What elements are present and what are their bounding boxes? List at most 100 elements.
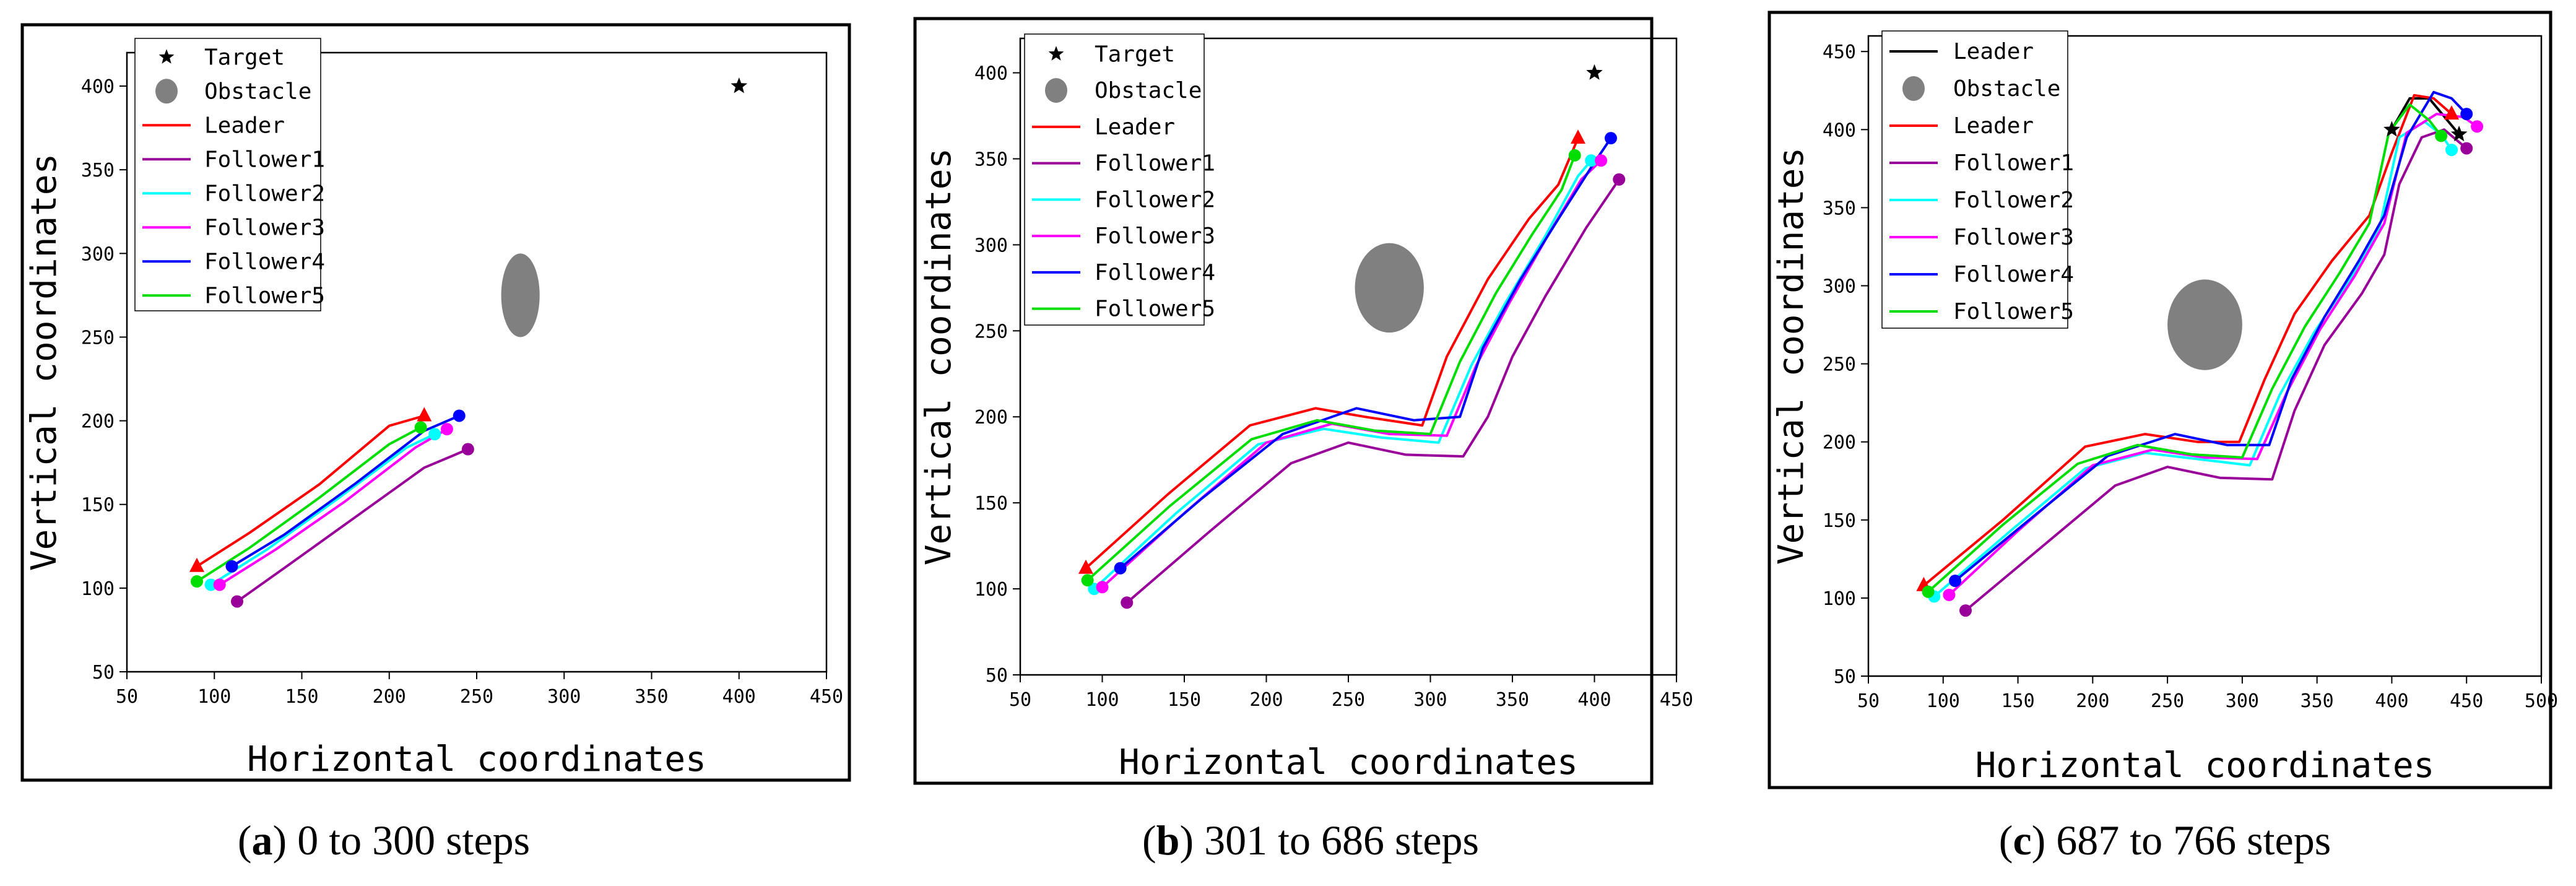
- panel-c: 50 100 150 200 250 300 350 400 450 500 50 100 150 200…: [1767, 11, 2558, 789]
- y-tick-label: 50: [1834, 666, 1856, 688]
- marker-follower3-start: [1943, 588, 1956, 601]
- legend-label: Follower1: [1095, 151, 1215, 176]
- x-tick-label: 450: [2450, 690, 2483, 712]
- y-axis-label: Vertical coordinates: [1771, 147, 1811, 565]
- marker-leader-end: [417, 407, 432, 422]
- y-axis-label: Vertical coordinates: [919, 148, 959, 565]
- x-tick-label: 500: [2525, 690, 2558, 712]
- legend-target-icon: [158, 49, 175, 64]
- y-tick-label: 450: [1823, 41, 1856, 63]
- legend-label: Follower5: [204, 283, 325, 308]
- series-line-follower2: [1093, 160, 1592, 590]
- legend-label: Obstacle: [1095, 78, 1202, 103]
- marker-leader-start: [189, 557, 204, 572]
- legend-label: Follower3: [1095, 224, 1215, 249]
- series-line-follower4: [1954, 90, 2468, 582]
- legend-label: Follower1: [204, 147, 325, 172]
- marker-follower2-start: [204, 578, 217, 591]
- y-tick-label: 150: [1823, 510, 1856, 532]
- caption-a: (a) 0 to 300 steps: [238, 817, 530, 864]
- panel-frame: [1767, 11, 2552, 789]
- marker-follower3-end: [1595, 154, 1608, 167]
- marker-follower1-end: [461, 443, 474, 456]
- target-marker: [731, 77, 748, 93]
- x-axis-label: Horizontal coordinates: [1119, 742, 1578, 783]
- x-tick-label: 150: [2001, 690, 2034, 712]
- marker-follower1-start: [1121, 596, 1134, 609]
- legend-label: Follower4: [1095, 260, 1215, 285]
- x-tick-label: 300: [1413, 689, 1447, 711]
- series-line-follower1: [236, 448, 469, 603]
- y-tick-label: 200: [81, 411, 115, 433]
- legend-obstacle-icon: [1902, 76, 1925, 101]
- x-tick-label: 300: [2226, 690, 2259, 712]
- y-tick-label: 300: [1823, 276, 1856, 298]
- y-tick-label: 250: [1823, 354, 1856, 376]
- marker-follower4-start: [225, 560, 238, 573]
- obstacle: [1355, 243, 1424, 333]
- legend-label: Follower2: [1953, 188, 2074, 213]
- x-axis-label: Horizontal coordinates: [247, 739, 706, 780]
- legend-obstacle-icon: [155, 79, 178, 104]
- marker-follower3-end: [440, 423, 453, 436]
- marker-follower5-start: [1081, 574, 1094, 587]
- y-tick-label: 400: [81, 76, 115, 98]
- plot-content: [189, 253, 540, 608]
- series-line-follower4: [1119, 137, 1612, 570]
- x-tick-label: 250: [1332, 689, 1365, 711]
- marker-follower1-end: [1613, 173, 1626, 186]
- y-tick-label: 50: [986, 665, 1008, 687]
- legend-label: Leader: [1953, 39, 2034, 64]
- caption-a-label: a: [252, 817, 273, 864]
- marker-leader-start: [1078, 559, 1093, 574]
- y-tick-label: 350: [81, 160, 115, 181]
- x-tick-label: 450: [1660, 689, 1693, 711]
- plot-content: [1078, 129, 1626, 609]
- x-tick-label: 100: [1927, 690, 1960, 712]
- marker-follower5-start: [191, 575, 203, 588]
- caption-b-label: b: [1156, 817, 1180, 864]
- marker-follower2-end: [428, 428, 441, 441]
- legend-label: Leader: [1095, 115, 1175, 140]
- legend-label: Leader: [204, 113, 285, 138]
- marker-follower4-end: [1605, 132, 1617, 145]
- series-line-leader: [1085, 137, 1579, 570]
- legend-label: Follower5: [1953, 299, 2074, 324]
- x-axis-label: Horizontal coordinates: [1975, 745, 2435, 786]
- legend-label: Follower1: [1953, 150, 2074, 176]
- marker-follower4-end: [453, 409, 466, 422]
- marker-follower5-start: [1922, 585, 1935, 598]
- caption-c-label: c: [2013, 817, 2031, 864]
- caption-c: (c) 687 to 766 steps: [1999, 817, 2331, 864]
- legend-label: Target: [204, 45, 285, 70]
- y-tick-label: 250: [974, 321, 1008, 342]
- marker-follower2-end: [1585, 154, 1598, 167]
- legend-label: Obstacle: [204, 79, 311, 104]
- legend-label: Follower5: [1095, 297, 1215, 322]
- legend-target-icon: [1048, 46, 1064, 61]
- obstacle: [2167, 279, 2242, 370]
- marker-follower5-end: [2435, 129, 2448, 142]
- marker-follower4-end: [2460, 108, 2473, 121]
- marker-follower4-start: [1949, 575, 1962, 588]
- x-tick-label: 400: [1577, 689, 1611, 711]
- target-marker: [2383, 121, 2400, 137]
- target-marker: [1586, 64, 1603, 80]
- x-tick-label: 150: [1168, 689, 1201, 711]
- panel-frame: [20, 23, 851, 782]
- y-axis-label: Vertical coordinates: [24, 154, 64, 571]
- x-tick-label: 100: [1085, 689, 1119, 711]
- legend-label: Target: [1095, 41, 1175, 67]
- x-tick-label: 200: [1249, 689, 1283, 711]
- marker-follower4-start: [1114, 562, 1127, 575]
- x-tick-label: 350: [635, 686, 668, 708]
- legend-label: Follower2: [204, 181, 325, 206]
- legend-label: Follower4: [1953, 262, 2074, 287]
- y-tick-label: 50: [92, 662, 115, 684]
- x-tick-label: 400: [722, 686, 756, 708]
- x-tick-label: 50: [1857, 690, 1880, 712]
- x-tick-label: 150: [285, 686, 318, 708]
- legend-label: Follower4: [204, 249, 325, 274]
- plot-content: [1916, 90, 2484, 617]
